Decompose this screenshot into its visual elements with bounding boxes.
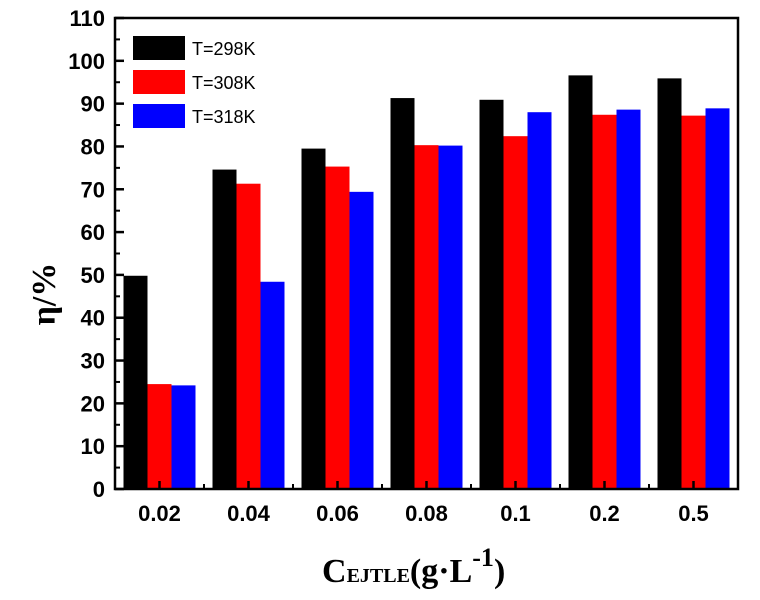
bar-T=318K-0.2 [616,109,641,489]
x-tick-label: 0.08 [405,501,448,526]
y-tick-label: 10 [81,434,105,459]
legend-swatch-T=298K [133,36,185,60]
bar-T=298K-0.08 [390,98,415,489]
y-axis-label: η/% [26,263,63,326]
legend-label-T=298K: T=298K [192,39,256,59]
legend: T=298K T=308K T=318K [133,36,256,128]
bars-layer [123,75,730,490]
bar-T=298K-0.2 [568,75,593,489]
x-tick-label: 0.06 [316,501,359,526]
legend-label-T=318K: T=318K [192,107,256,127]
x-tick-label: 0.2 [589,501,620,526]
x-tick-label: 0.5 [678,501,709,526]
y-tick-label: 60 [81,220,105,245]
x-axis-label-main: C [322,553,347,590]
bar-T=298K-0.06 [301,148,326,489]
bar-T=318K-0.08 [438,145,463,489]
y-tick-label: 20 [81,391,105,416]
bar-T=298K-0.02 [123,275,148,489]
bar-T=308K-0.02 [147,384,172,489]
bar-T=298K-0.04 [212,169,237,490]
x-axis-label-superscript: -1 [472,543,494,572]
y-tick-label: 80 [81,134,105,159]
y-tick-label: 40 [81,306,105,331]
bar-T=318K-0.04 [260,281,285,489]
y-axis: 0 10 20 30 40 50 60 70 80 90 100 110 [68,6,124,502]
bar-T=308K-0.06 [325,166,350,489]
y-tick-label: 30 [81,349,105,374]
x-axis-label-subscript: EJTLE [347,565,410,587]
x-axis-label: CEJTLE(g·L-1) [322,543,505,590]
bar-T=308K-0.1 [503,136,528,490]
bar-T=318K-0.1 [527,112,552,489]
x-tick-label: 0.1 [500,501,531,526]
legend-label-T=308K: T=308K [192,73,256,93]
bar-T=318K-0.06 [349,191,374,490]
y-tick-label: 70 [81,177,105,202]
bar-T=308K-0.2 [592,114,617,489]
x-tick-label: 0.04 [227,501,271,526]
y-tick-label: 100 [68,49,105,74]
bar-T=308K-0.08 [414,145,439,490]
y-tick-label: 0 [93,477,105,502]
y-tick-label: 90 [81,92,105,117]
bar-T=308K-0.04 [236,183,261,489]
y-tick-label: 110 [70,6,106,31]
x-axis: 0.02 0.04 0.06 0.08 0.1 0.2 0.5 [138,481,709,526]
bar-T=298K-0.1 [479,99,504,490]
bar-T=308K-0.5 [681,115,706,489]
x-axis-label-unit: (g·L [410,553,472,590]
legend-swatch-T=318K [133,104,185,128]
bar-T=318K-0.02 [171,385,196,489]
bar-T=298K-0.5 [657,78,682,490]
y-tick-label: 50 [81,263,105,288]
legend-swatch-T=308K [133,70,185,94]
x-tick-label: 0.02 [138,501,181,526]
x-axis-label-close: ) [494,553,505,590]
bar-T=318K-0.5 [705,108,730,489]
